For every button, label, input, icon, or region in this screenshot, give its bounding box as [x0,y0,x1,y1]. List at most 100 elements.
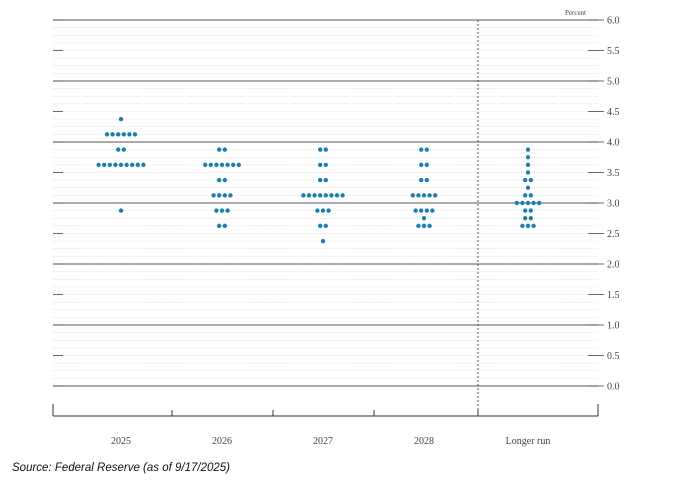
axes [52,404,599,417]
dot-point [222,147,227,152]
dot-point [537,200,542,206]
dot-point [413,208,418,213]
y-tick-label: 2.0 [607,260,620,271]
dot-point [523,193,528,198]
gridlines [53,19,598,387]
dot-plot-chart: 0.00.51.01.52.02.53.03.54.04.55.05.56.0 … [52,9,620,447]
dot-point [217,147,222,152]
y-tick-label: 5.0 [607,77,620,88]
y-tick-label: 4.0 [607,138,620,149]
dot-point [531,223,536,229]
dot-point [320,238,326,244]
x-category-label: 2026 [212,436,232,447]
dot-point [121,147,127,152]
y-tick-label: 6.0 [607,16,620,27]
dot-point [217,177,222,183]
dot-point [323,193,328,198]
dot-point [427,223,432,229]
dot-point [318,193,323,198]
dot-point [96,162,101,168]
dot-point [107,162,113,168]
x-category-label: 2027 [313,436,333,447]
dot-point [124,162,129,168]
y-tick-label: 1.0 [607,321,620,332]
dot-point [203,162,208,168]
y-tick-label: 4.5 [607,107,620,118]
dot-point [318,162,323,168]
dot-point [306,193,312,198]
source-note: Source: Federal Reserve (as of 9/17/2025… [12,462,230,474]
dot-point [121,132,127,137]
dot-point [334,193,340,198]
dot-point [427,193,432,198]
dot-point [222,177,227,183]
dot-point [424,162,429,168]
dot-point [528,177,533,183]
y-tick-labels: 0.0 0.5 1.0 1.5 2.0 2.5 3.0 3.5 4.0 4.5 5.0 5.5 6.0 [598,16,620,393]
dot-point [523,177,528,183]
y-tick-label: 2.5 [607,229,620,240]
y-tick-label: 1.5 [607,290,620,301]
dot-point [225,208,230,213]
dot-point [222,193,227,198]
dot-point [132,132,138,137]
dot-point [102,162,107,168]
dot-point [318,223,323,229]
dot-point [424,177,429,183]
y-tick-label: 0.0 [607,382,620,393]
dot-point [525,162,531,168]
dots-layer [96,116,542,244]
dot-point [419,177,424,183]
dot-point [323,147,328,152]
dot-point [528,208,533,213]
dot-point [318,147,323,152]
dot-point [318,177,323,183]
dot-point [419,208,424,213]
dot-point [421,216,427,221]
dot-point [531,200,536,206]
y-tick-label: 3.0 [607,199,620,210]
dot-point [104,132,110,137]
dot-point [525,155,531,160]
dot-point [312,193,317,198]
y-tick-label: 3.5 [607,168,620,179]
dot-point [528,216,533,221]
dot-point [421,193,427,198]
dot-point [421,223,427,229]
dot-point [116,147,121,152]
dot-point [525,147,531,152]
dot-point [416,193,421,198]
dot-point [525,200,531,206]
dot-point [523,216,528,221]
dot-point [433,193,438,198]
dot-point [236,162,241,168]
dot-point [222,223,227,229]
dot-point [214,162,219,168]
dot-point [211,193,216,198]
dot-point [214,208,219,213]
dot-point [130,162,135,168]
y-tick-label: 5.5 [607,46,620,57]
dot-point [419,147,424,152]
dot-point [110,132,115,137]
dot-point [523,208,528,213]
dot-point [219,208,225,213]
dot-point [225,162,230,168]
dot-point [525,170,531,175]
dot-point [514,200,519,206]
dot-point [320,208,326,213]
dot-point [219,162,225,168]
dot-point [520,200,525,206]
dot-point [141,162,146,168]
dot-point [323,223,328,229]
dot-point [326,208,331,213]
dot-point [208,162,213,168]
dot-point [424,208,429,213]
dot-point [301,193,306,198]
dot-point [416,223,421,229]
dot-point [127,132,132,137]
dot-point [525,223,531,229]
dot-point [424,147,429,152]
dot-point [340,193,345,198]
y-tick-label: 0.5 [607,351,620,362]
